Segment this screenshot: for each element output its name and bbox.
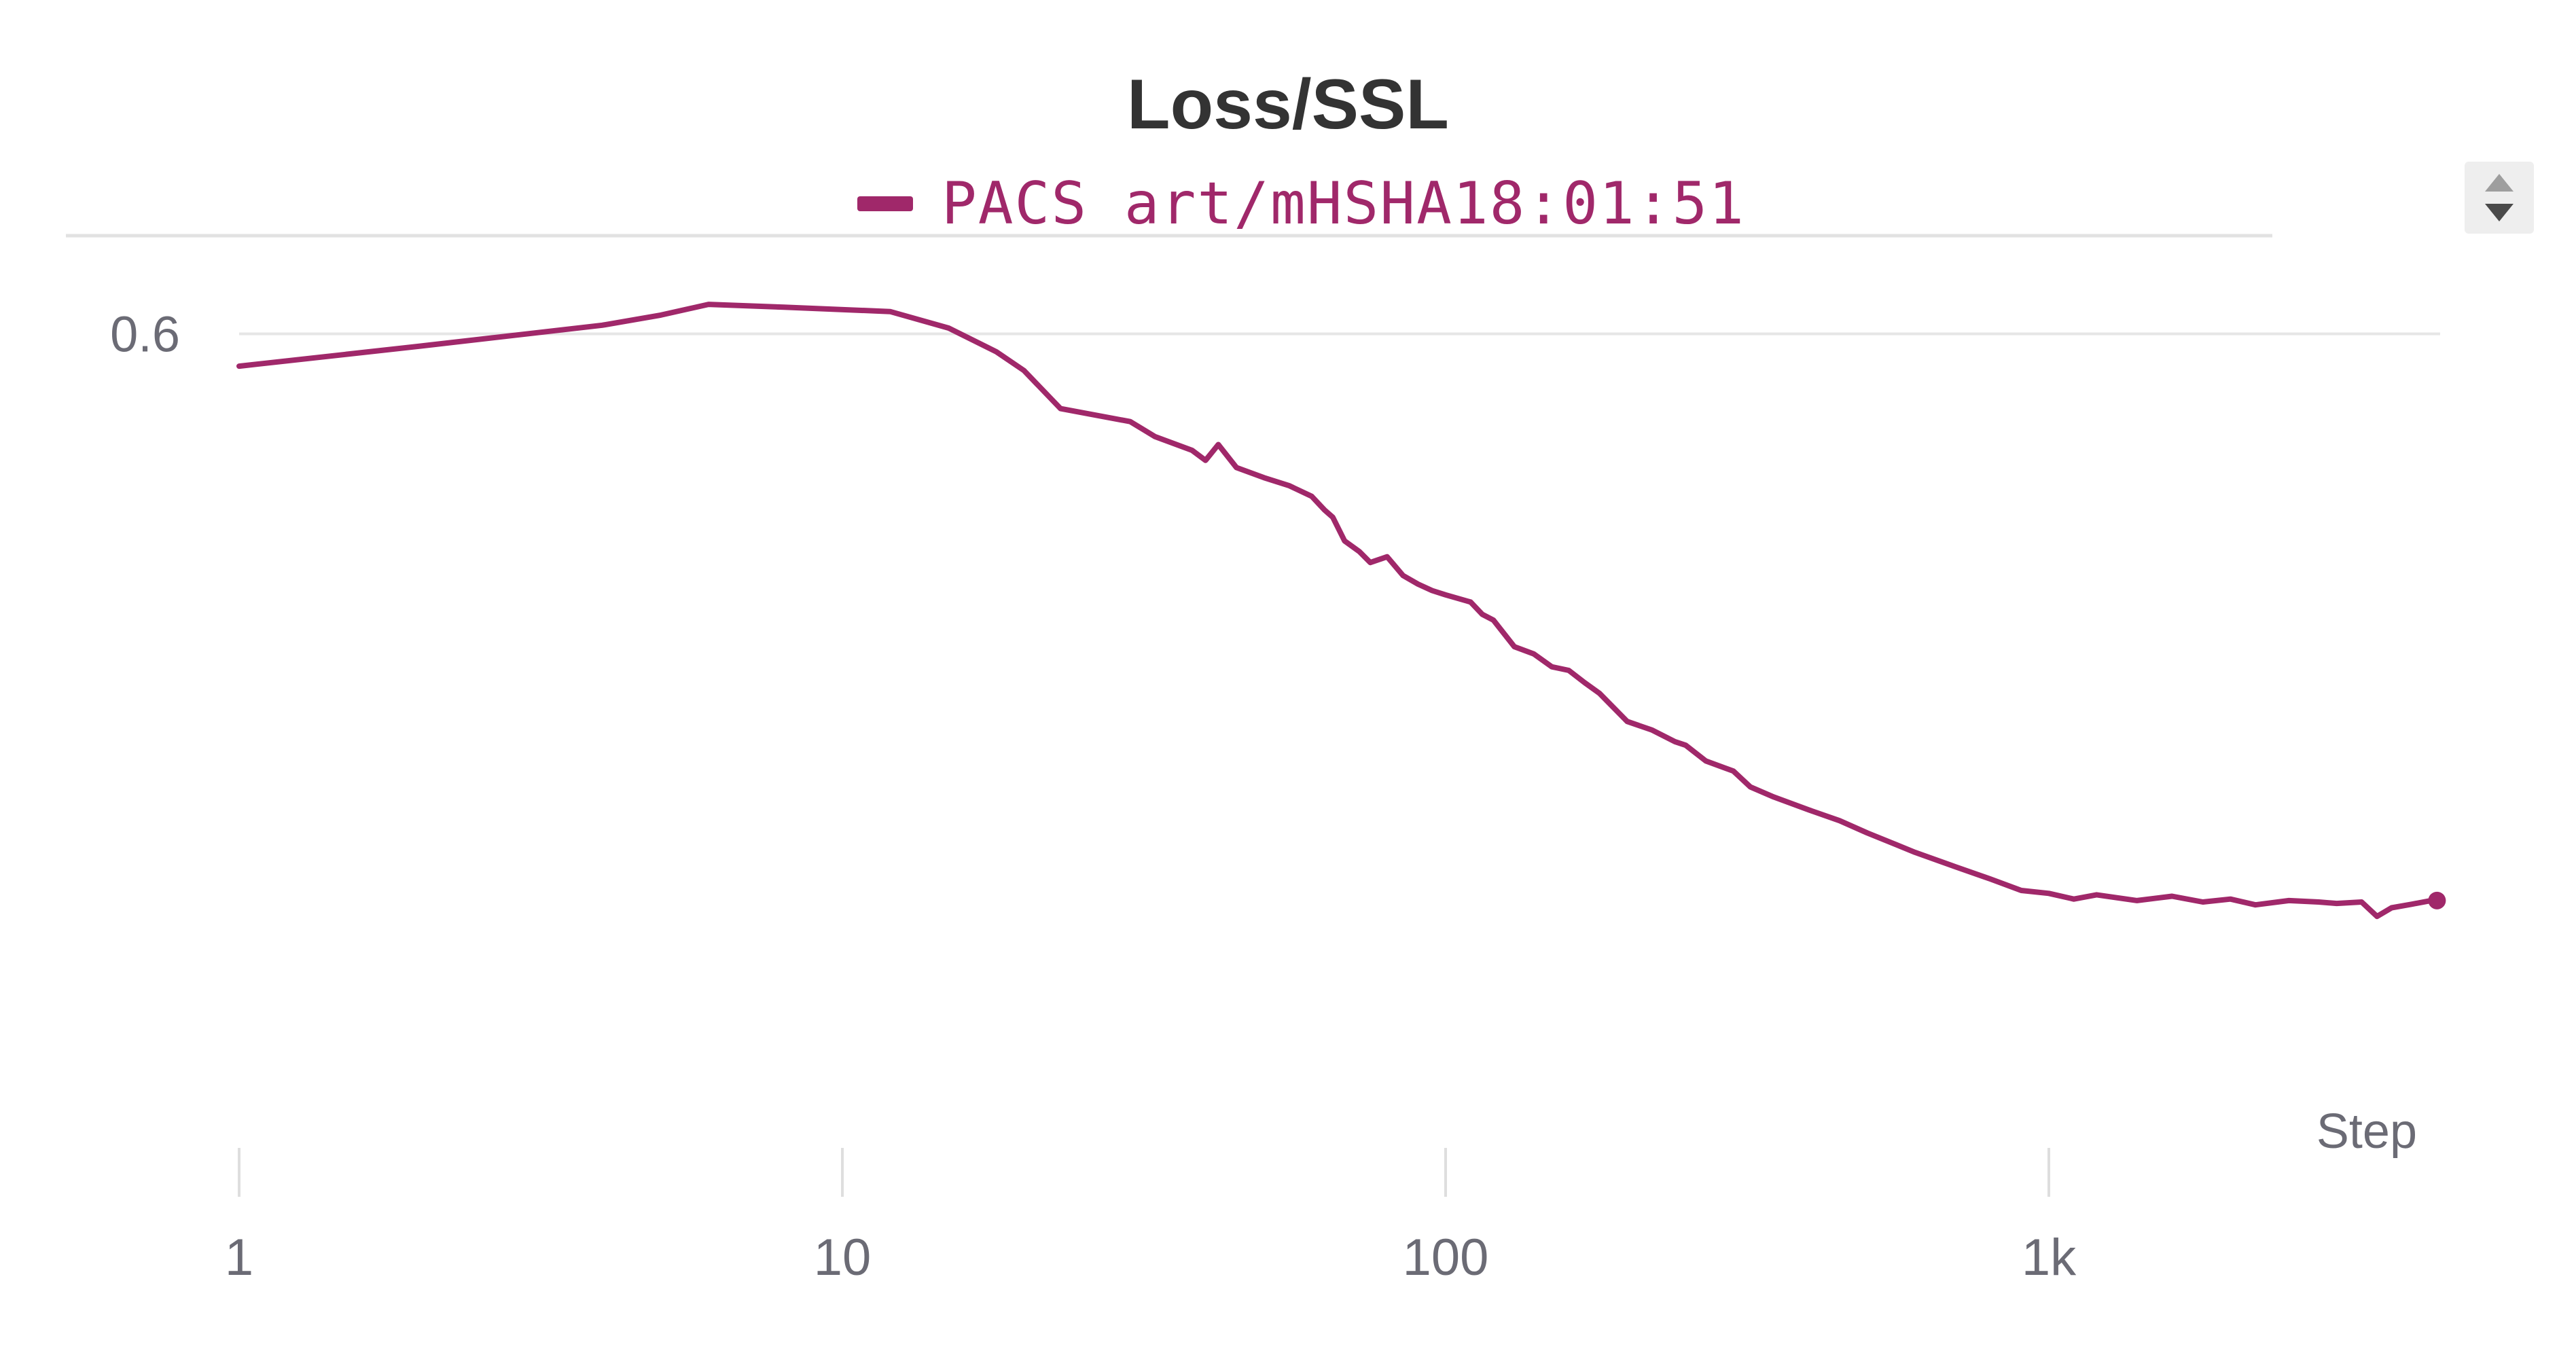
x-axis-label: Step (2316, 1104, 2417, 1159)
x-tick-label: 100 (1403, 1229, 1489, 1286)
legend-swatch (857, 196, 913, 211)
series-line[interactable] (236, 302, 2440, 920)
x-tick-label: 1k (2022, 1229, 2077, 1286)
x-tick-label: 1 (225, 1229, 253, 1286)
x-tick-label: 10 (814, 1229, 872, 1286)
legend[interactable]: PACS_art/mHSHA18:01:51 (857, 166, 1745, 241)
y-tick-label: 0.6 (110, 306, 180, 362)
arrow-up-icon[interactable] (2485, 174, 2514, 192)
arrow-down-icon[interactable] (2485, 204, 2514, 221)
chart-title: Loss/SSL (1127, 65, 1449, 144)
series-endpoint-marker (2428, 891, 2446, 909)
legend-scroll-control[interactable] (2465, 162, 2534, 234)
legend-series-label: PACS_art/mHSHA18:01:51 (942, 170, 1746, 238)
